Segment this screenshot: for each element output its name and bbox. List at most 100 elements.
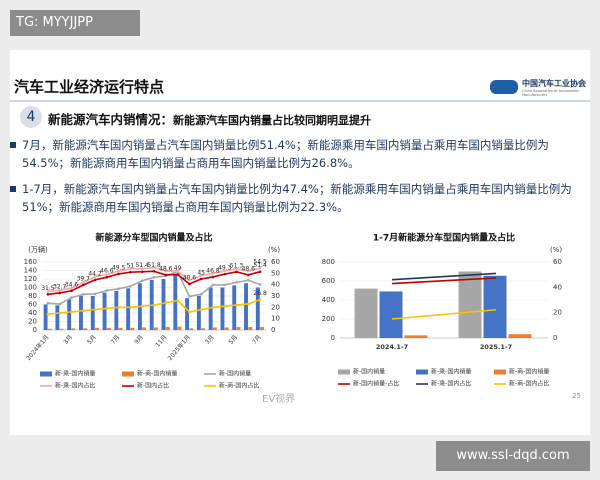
bar [126, 288, 131, 330]
y-tick-label: 200 [322, 315, 335, 323]
point [199, 274, 203, 277]
header-title: 汽车工业经济运行特点 [14, 78, 165, 96]
bar [244, 283, 248, 330]
site-watermark: www.ssl-dqd.com [436, 441, 590, 471]
legend-label: 新-国内销量-占比 [353, 380, 399, 388]
data-label: 31.5 [41, 285, 55, 292]
y2-axis-label: (%) [268, 246, 280, 254]
bar [483, 275, 507, 338]
data-label: 48.6 [242, 265, 256, 272]
point [93, 275, 97, 279]
point [46, 290, 50, 293]
bar [185, 298, 190, 330]
line [391, 277, 497, 285]
x-tick-label: 5月 [86, 334, 98, 346]
y2-tick-label: 60 [553, 258, 562, 266]
data-label: 51.4 [136, 262, 150, 269]
point [258, 270, 262, 274]
x-tick-label: 2024年1月 [24, 333, 50, 362]
slide [10, 50, 590, 435]
point [58, 311, 61, 315]
bar [71, 328, 76, 330]
point [211, 275, 215, 279]
point [58, 291, 61, 295]
data-label: 46.6 [100, 268, 114, 275]
point [81, 293, 85, 296]
bar [201, 328, 206, 330]
legend-swatch [122, 371, 134, 377]
y2-tick-label: 20 [553, 309, 562, 317]
y2-tick-label: 50 [271, 269, 280, 277]
logo-icon [490, 80, 518, 94]
x-tick-label: 3月 [204, 334, 216, 346]
bar [106, 327, 111, 330]
point [93, 292, 97, 296]
bar [59, 328, 64, 330]
y2-tick-label: 60 [271, 258, 280, 266]
y2-tick-label: 30 [271, 292, 280, 300]
data-label: 32.7 [53, 283, 67, 290]
point [70, 310, 73, 314]
x-tick-label: 9月 [133, 334, 145, 346]
data-label: 54.5 [253, 259, 267, 266]
bar [236, 327, 241, 330]
point [247, 278, 250, 282]
point [176, 269, 179, 273]
bar [95, 327, 99, 330]
y-tick-label: 40 [28, 309, 37, 317]
watermark: TG: MYYJJPP [10, 10, 140, 36]
point [176, 299, 179, 302]
legend-label: 新-国内销量 [219, 370, 251, 378]
divider [10, 100, 590, 102]
data-label: 51.8 [147, 262, 161, 269]
point [93, 278, 97, 282]
point [211, 306, 215, 309]
line [391, 308, 497, 320]
bar [161, 279, 166, 330]
data-label: 51.3 [230, 262, 244, 269]
bar [130, 327, 135, 330]
point [258, 298, 262, 301]
legend-label: 新-乘-国内占比 [431, 380, 471, 388]
point [152, 266, 156, 269]
data-label: 48.6 [159, 265, 173, 272]
bullet: 1-7月，新能源汽车国内销量占汽车国内销量比例为47.4%；新能源乘用车国内销量… [10, 180, 582, 216]
bar [248, 327, 253, 330]
bar [212, 327, 217, 330]
legend-swatch [416, 369, 428, 375]
point [176, 273, 179, 276]
point [46, 312, 50, 316]
point [235, 270, 238, 274]
data-label: 26.8 [253, 290, 267, 297]
y-tick-label: 80 [28, 292, 37, 300]
legend-label: 新-商-国内销量 [137, 370, 177, 378]
point [117, 269, 120, 273]
point [258, 283, 262, 286]
legend-label: 新-国内占比 [137, 382, 169, 390]
point [199, 293, 203, 296]
point [105, 273, 109, 276]
bullet-marker [10, 142, 16, 148]
legend-label: 新-商-国内占比 [509, 380, 549, 388]
point [152, 303, 156, 307]
legend-label: 新-商-国内占比 [219, 382, 259, 390]
point [164, 273, 168, 277]
point [258, 266, 262, 270]
bar [165, 327, 170, 330]
legend-swatch [40, 371, 52, 377]
data-label: 40.6 [183, 274, 197, 281]
point [129, 306, 132, 309]
point [58, 302, 61, 306]
data-label: 51.4 [253, 262, 267, 269]
bar [114, 290, 119, 330]
point [140, 267, 144, 271]
y2-tick-label: 10 [271, 315, 280, 323]
point [152, 276, 156, 279]
data-label: 46.8 [206, 267, 220, 274]
bar [220, 287, 225, 330]
bar [255, 287, 260, 330]
bullet-text: 7月，新能源汽车国内销量占汽车国内销量比例51.4%；新能源乘用车国内销量占乘用… [22, 138, 549, 170]
point [223, 272, 227, 276]
x-tick-label: 2025.1-7 [480, 343, 512, 351]
